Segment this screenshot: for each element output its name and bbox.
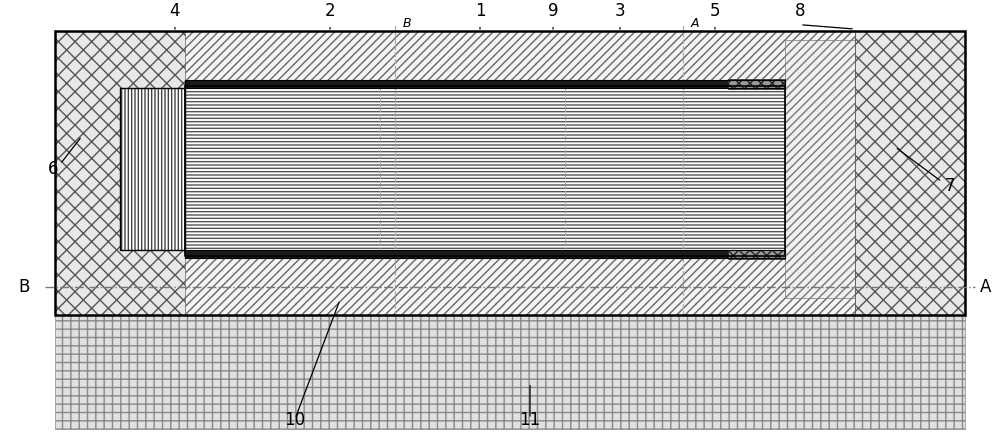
Bar	[185, 256, 855, 315]
Text: 7: 7	[945, 177, 955, 195]
Bar	[120, 88, 185, 250]
Text: A: A	[980, 278, 991, 296]
Text: 8: 8	[795, 2, 805, 21]
Text: 9: 9	[548, 2, 558, 21]
Text: 10: 10	[284, 411, 306, 429]
Bar	[55, 31, 965, 315]
Bar	[185, 31, 855, 86]
Bar	[855, 31, 965, 315]
Text: 3: 3	[615, 2, 625, 21]
Text: 4: 4	[170, 2, 180, 21]
Text: B: B	[19, 278, 30, 296]
Text: 6: 6	[48, 160, 58, 178]
Bar	[185, 80, 785, 88]
Bar	[55, 31, 965, 315]
Text: B: B	[403, 17, 412, 30]
Text: 1: 1	[475, 2, 485, 21]
Bar	[185, 86, 785, 256]
Bar	[120, 88, 185, 250]
Bar	[728, 249, 785, 259]
Text: 5: 5	[710, 2, 720, 21]
Bar	[185, 80, 785, 88]
Text: 11: 11	[519, 411, 541, 429]
Bar	[185, 86, 785, 256]
Bar	[185, 250, 785, 258]
Bar	[728, 79, 785, 89]
Text: 2: 2	[325, 2, 335, 21]
Bar	[785, 40, 855, 298]
Bar	[55, 315, 965, 429]
Bar	[185, 250, 785, 258]
Bar	[55, 280, 965, 315]
Text: A: A	[691, 17, 700, 30]
